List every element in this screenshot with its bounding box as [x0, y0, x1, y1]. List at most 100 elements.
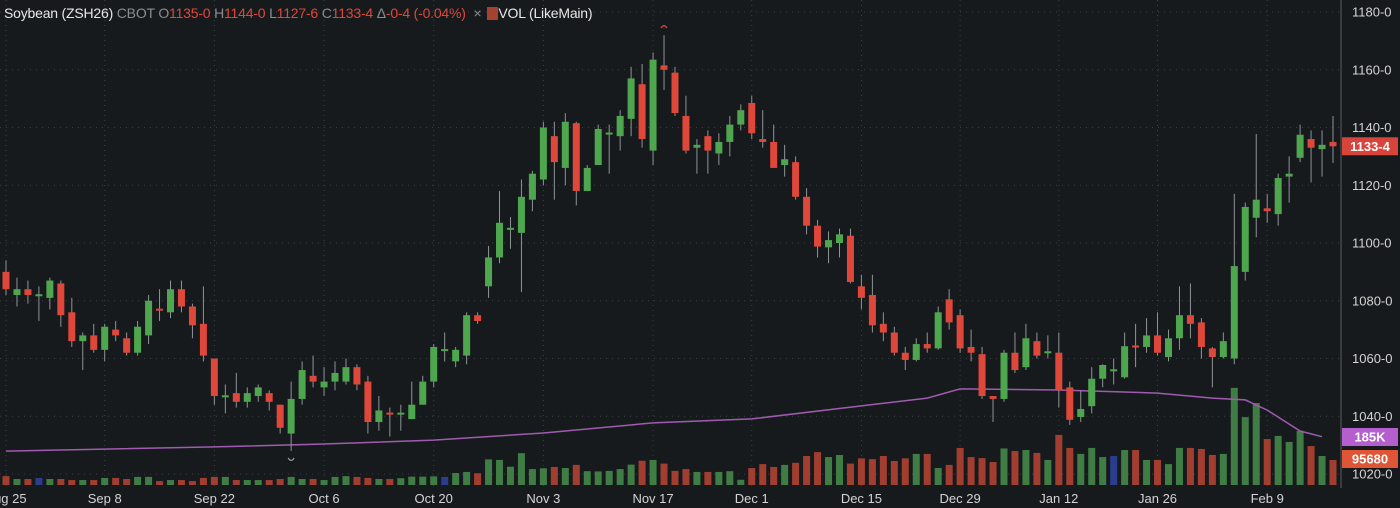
volume-bar [1088, 447, 1096, 485]
volume-bar [879, 456, 887, 485]
candle [419, 375, 427, 405]
last-price-tag: 1133-4 [1350, 139, 1391, 154]
candle-body [1296, 134, 1304, 158]
candle-body [627, 78, 635, 119]
remove-study-close-icon[interactable]: × [473, 5, 482, 21]
candle-body [550, 136, 558, 163]
candle-body [474, 315, 482, 321]
candle-body [1318, 144, 1326, 150]
candle [1033, 332, 1041, 359]
candle-body [1241, 206, 1249, 272]
volume-bar [199, 477, 207, 485]
volume-bar [298, 478, 306, 485]
volume-bar [57, 478, 65, 485]
candle-body [199, 323, 207, 356]
candle [814, 219, 822, 258]
volume-bar [550, 466, 558, 485]
candle-body [693, 144, 701, 148]
candle-body [364, 381, 372, 423]
volume-bar [1175, 447, 1183, 485]
volume-bar [1307, 446, 1315, 485]
candle [46, 277, 54, 310]
close-value: 1133-4 [331, 5, 374, 21]
volume-bar [868, 459, 876, 485]
candle [123, 332, 131, 356]
candle [177, 280, 185, 313]
candle-body [1230, 266, 1238, 359]
date-axis-label: Dec 15 [841, 491, 882, 506]
volume-bar [945, 464, 953, 485]
candle [846, 228, 854, 284]
volume-study-label[interactable]: VOL (LikeMain) [498, 5, 593, 21]
candle [1208, 346, 1216, 388]
candle-body [68, 312, 76, 342]
candle-body [737, 110, 745, 125]
candle-body [748, 102, 756, 134]
volume-bar [539, 468, 547, 485]
symbol-name[interactable]: Soybean (ZSH26) [4, 5, 114, 21]
candle [1241, 202, 1249, 281]
volume-color-swatch[interactable] [487, 7, 499, 20]
candle [1132, 323, 1140, 368]
candle-body [408, 404, 416, 420]
candle [485, 245, 493, 298]
candle-body [342, 367, 350, 382]
candle-body [243, 393, 251, 402]
volume-bar [167, 480, 175, 485]
date-axis-label: Nov 3 [526, 491, 560, 506]
price-axis-label: 1140-0 [1352, 120, 1392, 135]
candle-body [1208, 348, 1216, 358]
candle [1143, 318, 1151, 353]
candle-body [1307, 139, 1315, 148]
candle [408, 381, 416, 420]
candle [550, 121, 558, 200]
candle-body [276, 404, 284, 428]
volume-bar [846, 463, 854, 485]
candle [704, 130, 712, 174]
candle [770, 124, 778, 168]
candle [276, 404, 284, 434]
candle-body [572, 123, 580, 192]
candle [923, 332, 931, 353]
candle [24, 280, 32, 304]
candle [594, 124, 602, 166]
candle [1154, 312, 1162, 356]
candle [156, 289, 164, 321]
candle [879, 312, 887, 342]
candle [693, 139, 701, 174]
candle [978, 346, 986, 399]
candle [715, 133, 723, 166]
candle [1099, 364, 1107, 388]
candle [539, 121, 547, 186]
candle-body [177, 289, 185, 307]
candle-body [1154, 335, 1162, 353]
volume-bar [287, 476, 295, 485]
price-axis-label: 1020-0 [1352, 467, 1392, 482]
low-label: L [269, 5, 277, 21]
chart-legend: Soybean (ZSH26) CBOT O1135-0 H1144-0 L11… [4, 5, 593, 21]
candle-body [857, 286, 865, 298]
line-value-tag-background [1342, 428, 1398, 446]
volume-bar [2, 476, 10, 485]
volume-bar [79, 480, 87, 485]
candle [671, 66, 679, 116]
candle-body [781, 159, 789, 166]
candle-body [496, 222, 504, 258]
candle-body [967, 346, 975, 353]
volume-bar [309, 478, 317, 485]
candle [1307, 130, 1315, 183]
candle [254, 384, 262, 402]
candle [145, 294, 153, 345]
date-axis-label: Aug 25 [0, 491, 27, 506]
candle-body [79, 335, 87, 342]
candle [835, 228, 843, 258]
candle-body [452, 349, 460, 362]
volume-bar [1230, 387, 1238, 485]
volume-bar [145, 476, 153, 485]
date-axis-label: Oct 6 [309, 491, 340, 506]
candle-body [298, 370, 306, 399]
candle-body [638, 84, 646, 140]
candle-body [35, 294, 43, 297]
volume-bar [671, 470, 679, 485]
